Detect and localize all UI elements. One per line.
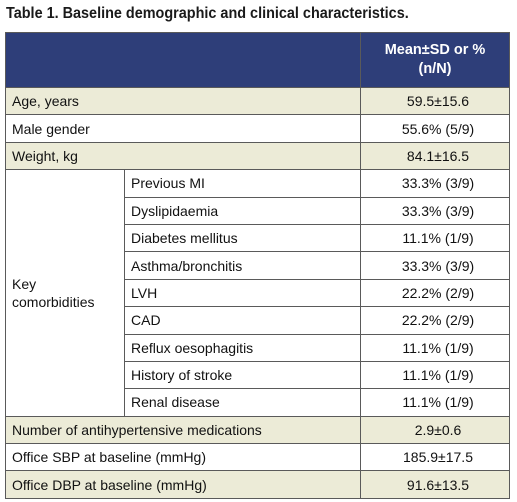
comorbidity-label: Reflux oesophagitis (124, 333, 361, 362)
row-value: 59.5±15.6 (360, 86, 510, 116)
comorbidity-label: Diabetes mellitus (124, 223, 361, 253)
row-value: 2.9±0.6 (360, 415, 510, 445)
comorbidity-value: 33.3% (3/9) (360, 169, 510, 198)
table-header-row: Mean±SD or % (n/N) (5, 32, 510, 88)
comorbidity-label: LVH (124, 278, 361, 308)
row-value: 55.6% (5/9) (360, 114, 510, 143)
row-label: Number of antihypertensive medications (5, 415, 361, 445)
table-row-comorbidity: Diabetes mellitus 11.1% (1/9) (6, 223, 510, 253)
group-label-line2: comorbidities (12, 293, 95, 310)
header-value-cell: Mean±SD or % (n/N) (360, 32, 510, 88)
table-row-comorbidity: CAD 22.2% (2/9) (6, 306, 510, 335)
table-row-comorbidity: LVH 22.2% (2/9) (6, 278, 510, 308)
comorbidity-value: 11.1% (1/9) (360, 388, 510, 417)
table-row-medications: Number of antihypertensive medications 2… (5, 415, 510, 445)
comorbidity-label: Renal disease (124, 388, 361, 417)
table-row-comorbidity: Key comorbidities Previous MI 33.3% (3/9… (5, 169, 510, 417)
row-label: Office DBP at baseline (mmHg) (5, 470, 361, 499)
comorbidity-value: 33.3% (3/9) (360, 251, 510, 280)
row-label: Male gender (5, 114, 361, 143)
table-row-weight: Weight, kg 84.1±16.5 (5, 141, 510, 171)
comorbidity-value: 33.3% (3/9) (360, 196, 510, 225)
row-value: 84.1±16.5 (360, 141, 510, 171)
comorbidity-value: 22.2% (2/9) (360, 278, 510, 308)
comorbidity-value: 22.2% (2/9) (360, 306, 510, 335)
table-row-sbp: Office SBP at baseline (mmHg) 185.9±17.5 (5, 443, 510, 472)
table-caption: Table 1. Baseline demographic and clinic… (6, 5, 409, 22)
comorbidity-label: CAD (124, 306, 361, 335)
comorbidity-label: History of stroke (124, 360, 361, 390)
table-row-comorbidity: Reflux oesophagitis 11.1% (1/9) (6, 333, 510, 362)
row-value: 91.6±13.5 (360, 470, 510, 499)
header-blank-cell (5, 32, 361, 88)
comorbidity-value: 11.1% (1/9) (360, 333, 510, 362)
table-row-comorbidity: History of stroke 11.1% (1/9) (6, 360, 510, 390)
comorbidity-value: 11.1% (1/9) (360, 223, 510, 253)
table-row-comorbidity: Dyslipidaemia 33.3% (3/9) (6, 196, 510, 225)
row-value: 185.9±17.5 (360, 443, 510, 472)
header-value-line2: (n/N) (418, 61, 452, 77)
table-row-comorbidity: Asthma/bronchitis 33.3% (3/9) (6, 251, 510, 280)
comorbidities-group-cell: Key comorbidities (5, 169, 125, 417)
row-label: Age, years (5, 86, 361, 116)
row-label: Weight, kg (5, 141, 361, 171)
table-row-comorbidity: Renal disease 11.1% (1/9) (6, 388, 510, 417)
header-value-line1: Mean±SD or % (384, 42, 486, 58)
comorbidity-label: Asthma/bronchitis (124, 251, 361, 280)
comorbidity-label: Dyslipidaemia (124, 196, 361, 225)
comorbidity-value: 11.1% (1/9) (360, 360, 510, 390)
characteristics-table: Mean±SD or % (n/N) Age, years 59.5±15.6 … (5, 32, 510, 499)
comorbidity-label: Previous MI (124, 169, 361, 198)
table-row-dbp: Office DBP at baseline (mmHg) 91.6±13.5 (5, 470, 510, 499)
group-label-line1: Key (12, 275, 37, 292)
row-label: Office SBP at baseline (mmHg) (5, 443, 361, 472)
table-row-age: Age, years 59.5±15.6 (5, 86, 510, 116)
table-row-gender: Male gender 55.6% (5/9) (5, 114, 510, 143)
